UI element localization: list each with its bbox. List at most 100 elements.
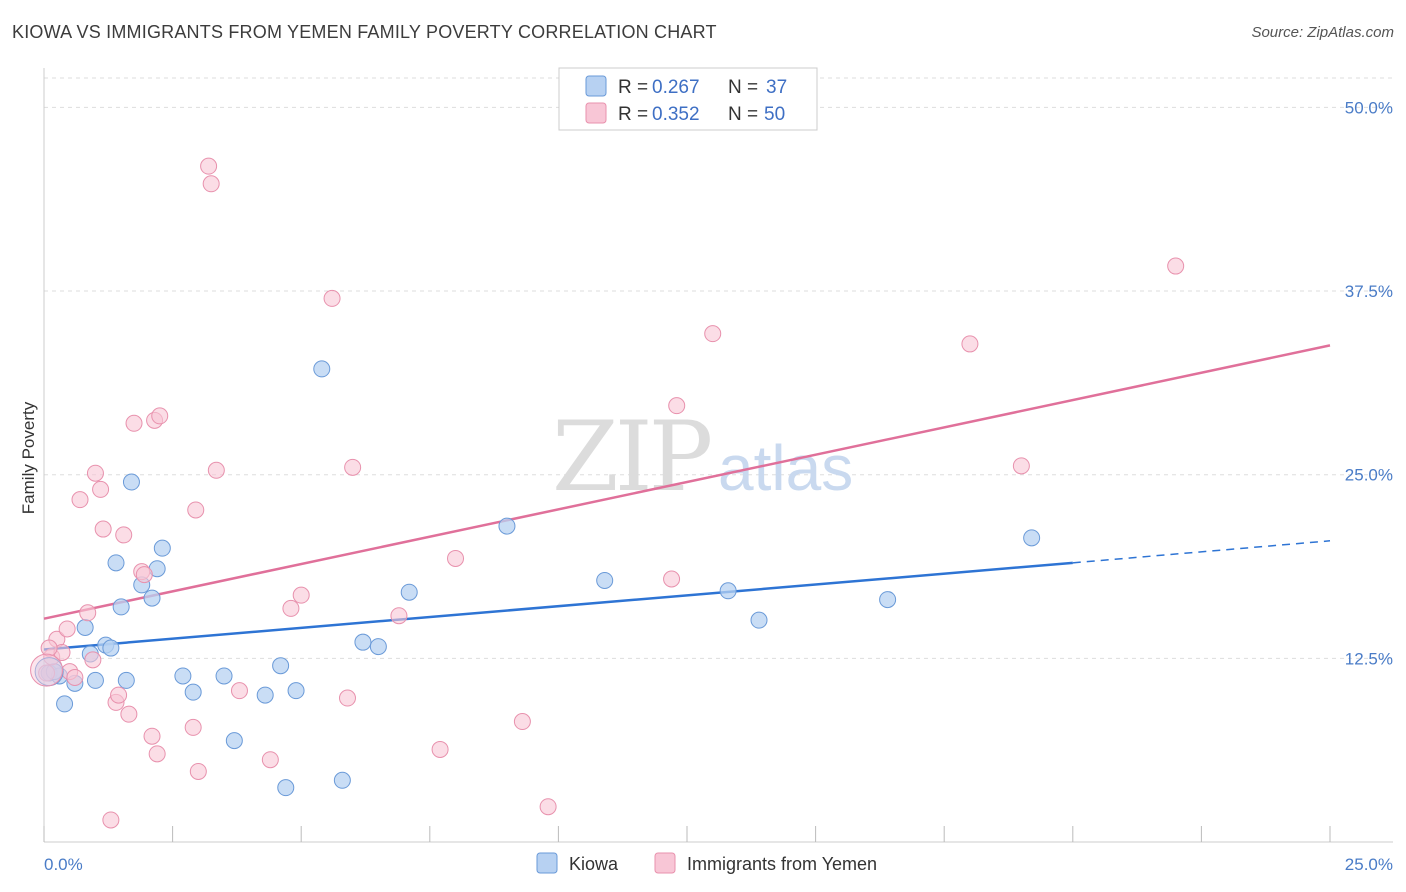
yemen-point [961, 335, 979, 353]
x-tick-label-max: 25.0% [1345, 855, 1393, 874]
correlation-legend: R = 0.267 N = 37 R = 0.352 N = 50 [558, 67, 818, 131]
yemen-point [282, 599, 300, 617]
yemen-point [102, 811, 120, 829]
kiowa-point [153, 539, 171, 557]
yemen-point [125, 414, 143, 432]
yemen-point [447, 549, 465, 567]
yemen-point [704, 325, 722, 343]
bottom-legend-kiowa: Kiowa [569, 854, 619, 874]
legend-r-label-1: R = [618, 77, 648, 98]
yemen-point [323, 289, 341, 307]
series-legend: Kiowa Immigrants from Yemen [536, 852, 877, 874]
yemen-point [58, 620, 76, 638]
kiowa-point [287, 682, 305, 700]
axes [43, 68, 1393, 843]
kiowa-point [313, 360, 331, 378]
kiowa-point [333, 771, 351, 789]
kiowa-point [86, 671, 104, 689]
yemen-point [668, 397, 686, 415]
kiowa-point [719, 582, 737, 600]
bottom-swatch-yemen [654, 852, 676, 874]
yemen-point [151, 407, 169, 425]
kiowa-point [354, 633, 372, 651]
yemen-point [184, 718, 202, 736]
yemen-point [120, 705, 138, 723]
yemen-trend-line [43, 344, 1331, 620]
y-tick-label: 12.5% [1345, 649, 1393, 668]
bottom-legend-yemen: Immigrants from Yemen [687, 854, 877, 874]
kiowa-point [117, 671, 135, 689]
kiowa-point [143, 589, 161, 607]
yemen-point [1167, 257, 1185, 275]
y-axis-label: Family Poverty [19, 401, 38, 514]
yemen-point [135, 566, 153, 584]
y-tick-label: 25.0% [1345, 466, 1393, 485]
kiowa-point [174, 667, 192, 685]
kiowa-trend-extension [1072, 540, 1331, 564]
kiowa-point [56, 695, 74, 713]
y-tick-label: 50.0% [1345, 98, 1393, 117]
gridlines [44, 77, 1393, 659]
kiowa-point [76, 618, 94, 636]
kiowa-point [400, 583, 418, 601]
kiowa-point [215, 667, 233, 685]
watermark-zip: ZIP [552, 401, 711, 513]
watermark-atlas: atlas [718, 432, 853, 504]
kiowa-point [498, 517, 516, 535]
yemen-point [148, 745, 166, 763]
yemen-point [663, 570, 681, 588]
yemen-point [230, 682, 248, 700]
yemen-point [431, 740, 449, 758]
trend-lines [43, 344, 1331, 651]
kiowa-point [122, 473, 140, 491]
source-credit: Source: ZipAtlas.com [1251, 24, 1394, 41]
kiowa-point [879, 591, 897, 609]
legend-swatch-yemen [585, 102, 607, 124]
yemen-point [86, 464, 104, 482]
yemen-point [84, 651, 102, 669]
kiowa-point [225, 732, 243, 750]
x-tick-label-min: 0.0% [44, 855, 83, 874]
legend-n-label-1: N = [728, 77, 758, 98]
bottom-swatch-kiowa [536, 852, 558, 874]
yemen-point [71, 491, 89, 509]
legend-swatch-kiowa [585, 75, 607, 97]
yemen-point [202, 175, 220, 193]
yemen-point [115, 526, 133, 544]
kiowa-point [1023, 529, 1041, 547]
kiowa-point [184, 683, 202, 701]
yemen-point [292, 586, 310, 604]
y-tick-labels: 12.5% 25.0% 37.5% 50.0% [1345, 98, 1393, 668]
legend-n-label-2: N = [728, 104, 758, 125]
yemen-point [143, 727, 161, 745]
kiowa-point [107, 554, 125, 572]
yemen-point [338, 689, 356, 707]
yemen-point [79, 604, 97, 622]
kiowa-point [277, 779, 295, 797]
chart-title: KIOWA VS IMMIGRANTS FROM YEMEN FAMILY PO… [12, 22, 717, 42]
legend-r-value-1: 0.267 [652, 77, 700, 98]
yemen-point [94, 520, 112, 538]
kiowa-point [369, 638, 387, 656]
yemen-point [261, 751, 279, 769]
yemen-point [207, 461, 225, 479]
yemen-cluster-point [30, 653, 64, 687]
yemen-point [1012, 457, 1030, 475]
legend-r-value-2: 0.352 [652, 104, 700, 125]
legend-n-value-2: 50 [764, 104, 785, 125]
yemen-point [110, 686, 128, 704]
yemen-point [390, 607, 408, 625]
kiowa-point [102, 639, 120, 657]
yemen-point [200, 157, 218, 175]
data-points [30, 157, 1185, 829]
kiowa-point [750, 611, 768, 629]
kiowa-trend-line [43, 561, 1073, 651]
yemen-point [187, 501, 205, 519]
yemen-point [513, 713, 531, 731]
yemen-point [189, 762, 207, 780]
legend-r-label-2: R = [618, 104, 648, 125]
yemen-point [40, 639, 58, 657]
kiowa-point [272, 657, 290, 675]
legend-n-value-1: 37 [766, 77, 787, 98]
yemen-point [92, 480, 110, 498]
